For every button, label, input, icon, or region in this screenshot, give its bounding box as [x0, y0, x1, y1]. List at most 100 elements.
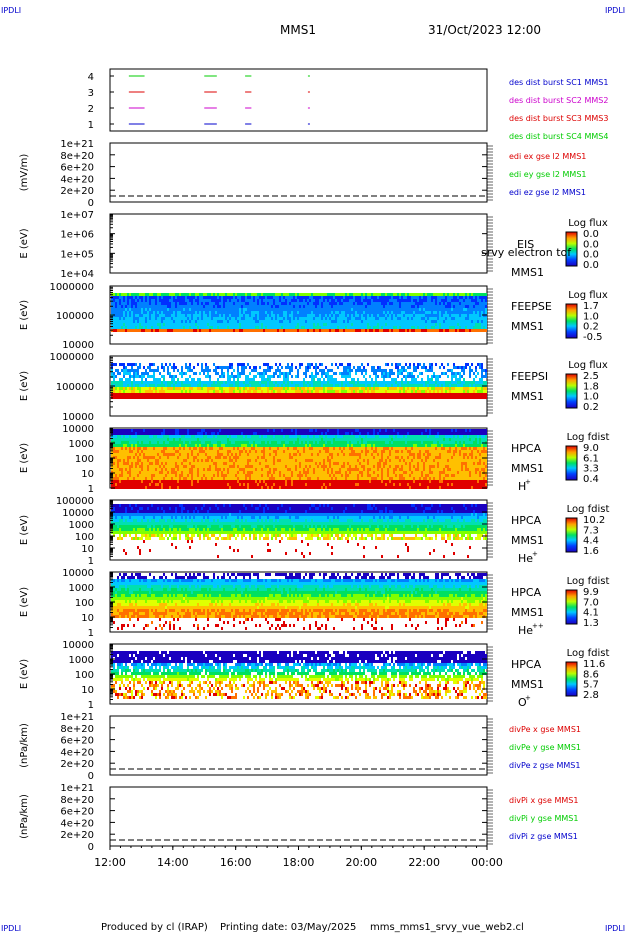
spectrogram-cell	[131, 305, 133, 308]
spectrogram-cell	[127, 326, 129, 329]
spectrogram-cell	[439, 329, 441, 332]
spectrogram-cell	[329, 320, 331, 323]
spectrogram-cell	[117, 471, 119, 474]
spectrogram-cell	[469, 390, 471, 393]
spectrogram-cell	[325, 320, 327, 323]
colorbar-tick-label: 0.0	[583, 250, 599, 261]
spectrogram-cell	[399, 381, 401, 384]
spectrogram-cell	[385, 302, 387, 305]
spectrogram-cell	[249, 393, 251, 396]
spectrogram-cell	[463, 396, 465, 399]
spectrogram-cell	[253, 396, 255, 399]
spectrogram-cell	[413, 369, 415, 372]
spectrogram-cell	[135, 486, 137, 489]
spectrogram-cell	[153, 387, 155, 390]
spectrogram-cell	[129, 474, 131, 477]
spectrogram-cell	[127, 296, 129, 299]
spectrogram-cell	[417, 381, 419, 384]
spectrogram-cell	[443, 396, 445, 399]
spectrogram-cell	[135, 459, 137, 462]
spectrogram-cell	[403, 305, 405, 308]
spectrogram-cell	[167, 311, 169, 314]
spectrogram-cell	[425, 308, 427, 311]
spectrogram-cell	[327, 302, 329, 305]
spectrogram-cell	[203, 305, 205, 308]
spectrogram-cell	[297, 293, 299, 296]
spectrogram-cell	[133, 432, 135, 435]
spectrogram-cell	[375, 387, 377, 390]
spectrogram-cell	[433, 384, 435, 387]
spectrogram-cell	[219, 296, 221, 299]
spectrogram-cell	[121, 293, 123, 296]
spectrogram-cell	[393, 390, 395, 393]
spectrogram-cell	[407, 299, 409, 302]
spectrogram-cell	[367, 320, 369, 323]
spectrogram-cell	[231, 296, 233, 299]
spectrogram-cell	[401, 293, 403, 296]
spectrogram-cell	[199, 311, 201, 314]
spectrogram-cell	[317, 366, 319, 369]
spectrogram-cell	[127, 299, 129, 302]
spectrogram-cell	[467, 296, 469, 299]
spectrogram-cell	[459, 375, 461, 378]
spectrogram-cell	[165, 308, 167, 311]
spectrogram-cell	[403, 314, 405, 317]
corner-label-top-left: IPDLI	[1, 6, 21, 15]
spectrogram-cell	[173, 296, 175, 299]
spectrogram-cell	[269, 302, 271, 305]
spectrogram-cell	[115, 450, 117, 453]
spectrogram-cell	[469, 296, 471, 299]
spectrogram-cell	[137, 323, 139, 326]
spectrogram-cell	[381, 372, 383, 375]
spectrogram-cell	[433, 314, 435, 317]
spectrogram-cell	[259, 320, 261, 323]
spectrogram-cell	[165, 311, 167, 314]
spectrogram-cell	[333, 326, 335, 329]
spectrogram-cell	[285, 326, 287, 329]
spectrogram-cell	[159, 390, 161, 393]
spectrogram-cell	[417, 396, 419, 399]
spectrogram-cell	[237, 369, 239, 372]
spectrogram-cell	[463, 326, 465, 329]
spectrogram-cell	[143, 393, 145, 396]
spectrogram-cell	[147, 468, 149, 471]
spectrogram-cell	[351, 317, 353, 320]
spectrogram-cell	[153, 375, 155, 378]
spectrogram-cell	[159, 471, 161, 474]
spectrogram-cell	[133, 435, 135, 438]
spectrogram-cell	[123, 387, 125, 390]
spectrogram-cell	[147, 387, 149, 390]
spectrogram-cell	[445, 387, 447, 390]
spectrogram-cell	[361, 381, 363, 384]
spectrogram-cell	[375, 378, 377, 381]
spectrogram-cell	[131, 387, 133, 390]
spectrogram-cell	[261, 384, 263, 387]
spectrogram-cell	[131, 468, 133, 471]
spectrogram-cell	[149, 474, 151, 477]
spectrogram-cell	[163, 462, 165, 465]
spectrogram-cell	[333, 293, 335, 296]
spectrogram-cell	[271, 329, 273, 332]
spectrogram-cell	[289, 311, 291, 314]
spectrogram-cell	[433, 317, 435, 320]
spectrogram-cell	[111, 390, 113, 393]
spectrogram-cell	[143, 465, 145, 468]
spectrogram-cell	[425, 381, 427, 384]
spectrogram-cell	[435, 384, 437, 387]
spectrogram-cell	[223, 314, 225, 317]
spectrogram-cell	[391, 378, 393, 381]
spectrogram-cell	[153, 305, 155, 308]
spectrogram-cell	[181, 381, 183, 384]
spectrogram-cell	[235, 387, 237, 390]
spectrogram-cell	[363, 302, 365, 305]
spectrogram-cell	[225, 302, 227, 305]
spectrogram-cell	[197, 296, 199, 299]
spectrogram-cell	[425, 299, 427, 302]
spectrogram-cell	[369, 329, 371, 332]
spectrogram-cell	[123, 393, 125, 396]
spectrogram-cell	[289, 326, 291, 329]
spectrogram-cell	[351, 378, 353, 381]
spectrogram-cell	[169, 435, 171, 438]
spectrogram-cell	[361, 296, 363, 299]
spectrogram-cell	[363, 329, 365, 332]
